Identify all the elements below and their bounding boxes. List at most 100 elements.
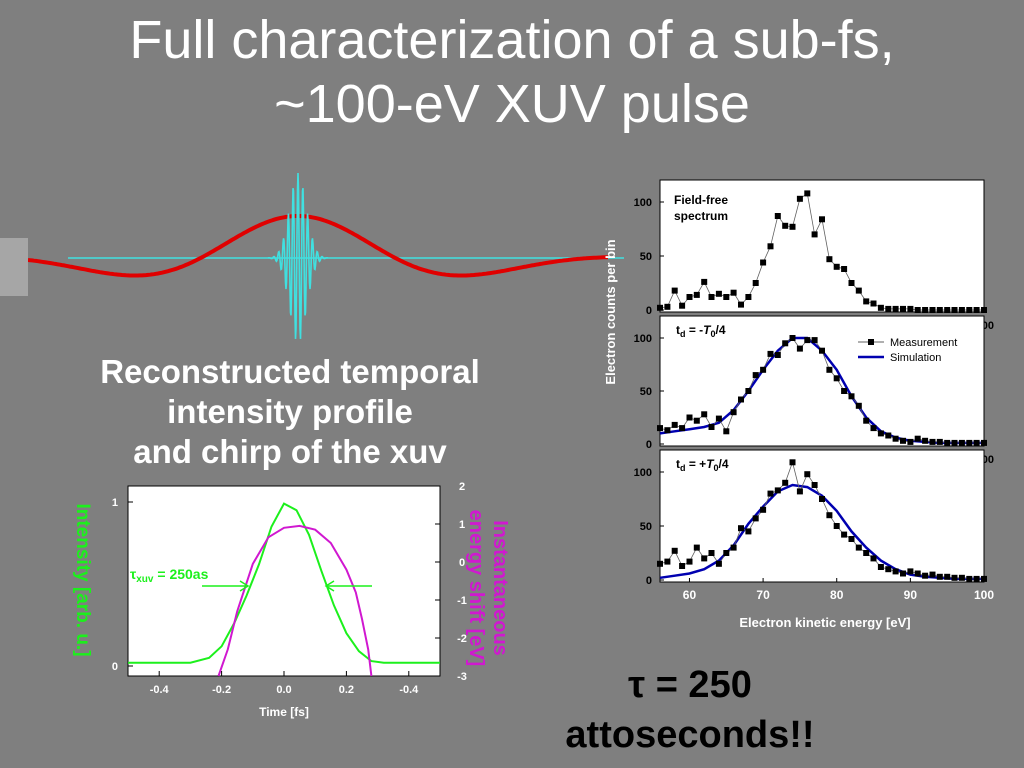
measurement-point: [730, 544, 737, 551]
measurement-point: [796, 488, 803, 495]
time-tick-label: 0.2: [339, 684, 354, 696]
measurement-point: [671, 421, 678, 428]
energy-tick-label: 80: [830, 588, 844, 602]
measurement-point: [892, 305, 899, 312]
counts-tick-label: 100: [634, 197, 652, 209]
counts-tick-label: 50: [640, 251, 652, 263]
clipped-tick-label: 00: [982, 454, 994, 466]
energy-tick-label: 60: [683, 588, 697, 602]
measurement-point: [892, 568, 899, 575]
measurement-point: [767, 350, 774, 357]
measurement-point: [745, 294, 752, 300]
measurement-point: [804, 471, 811, 478]
intensity-tick-label: 1: [112, 497, 118, 509]
measurement-point: [877, 304, 884, 311]
clipped-tick-label: 00: [982, 320, 994, 332]
measurement-point: [657, 560, 663, 567]
shift-tick-label: 0: [459, 557, 465, 569]
measurement-point: [708, 294, 715, 300]
counts-tick-label: 100: [634, 467, 652, 479]
legend-measurement-label: Measurement: [890, 337, 957, 349]
measurement-point: [826, 512, 833, 519]
measurement-point: [848, 393, 855, 400]
measurement-point: [826, 366, 833, 373]
measurement-point: [841, 531, 848, 538]
measurement-point: [981, 439, 987, 446]
measurement-point: [885, 305, 892, 312]
measurement-point: [973, 439, 980, 446]
measurement-point: [863, 550, 870, 556]
measurement-point: [723, 428, 730, 435]
measurement-point: [958, 439, 965, 446]
measurement-point: [760, 259, 767, 266]
measurement-point: [944, 573, 951, 580]
legend-simulation-label: Simulation: [890, 352, 941, 364]
measurement-point: [811, 482, 818, 488]
left-axis-label: Intensity [arb. u.]: [72, 503, 93, 656]
measurement-point: [929, 571, 936, 578]
energy-shift-curve: [217, 524, 373, 677]
measurement-point: [657, 304, 663, 311]
shift-tick-label: -3: [457, 671, 467, 683]
measurement-point: [745, 528, 752, 535]
time-tick-label: -0.4: [150, 684, 170, 696]
measurement-point: [693, 291, 700, 298]
measurement-point: [863, 417, 870, 424]
measurement-point: [715, 560, 722, 567]
measurement-point: [958, 307, 965, 313]
measurement-point: [936, 573, 943, 580]
measurement-point: [738, 396, 744, 403]
measurement-point: [870, 555, 877, 562]
measurement-point: [738, 301, 744, 308]
measurement-point: [885, 432, 892, 439]
measurement-point: [973, 307, 980, 313]
counts-tick-label: 100: [634, 333, 652, 345]
energy-tick-label: 100: [974, 588, 994, 602]
measurement-point: [922, 437, 929, 444]
measurement-point: [664, 427, 671, 434]
measurement-point: [833, 375, 840, 382]
spectra-chart: 0 50 100 00 Field-free spectrum 0 50 100 00 td = -…: [603, 179, 994, 630]
measurement-point: [855, 287, 862, 294]
measurement-point: [907, 568, 914, 575]
measurement-point: [966, 307, 973, 313]
panel-label-delay: td = -T0/4: [676, 323, 726, 339]
caption-line-2: intensity profile: [167, 393, 413, 430]
shift-tick-label: 2: [459, 481, 465, 493]
measurement-point: [922, 572, 929, 579]
spectrum-panel: [659, 179, 985, 313]
intensity-tick-label: 0: [112, 661, 118, 673]
panel-label-spectrum: spectrum: [674, 209, 728, 223]
measurement-point: [855, 544, 862, 551]
measurement-point: [936, 307, 943, 313]
measurement-point: [782, 222, 789, 229]
measurement-point: [811, 231, 818, 238]
tau-value: = 250: [655, 664, 752, 706]
measurement-point: [848, 536, 855, 542]
reconstructed-caption: Reconstructed temporal intensity profile…: [40, 352, 540, 472]
measurement-point: [841, 388, 848, 394]
measurement-point: [870, 300, 877, 307]
measurement-point: [789, 335, 796, 341]
measurement-point: [730, 289, 737, 296]
measurement-point: [819, 496, 825, 502]
measurement-point: [752, 372, 759, 379]
measurement-point: [914, 570, 921, 577]
measurement-point: [730, 409, 737, 416]
measurement-point: [914, 435, 921, 442]
energy-tick-label: 70: [756, 588, 770, 602]
measurement-point: [922, 307, 929, 313]
measurement-point: [841, 266, 848, 272]
counts-tick-label: 50: [640, 521, 652, 533]
measurement-point: [951, 574, 958, 581]
measurement-point: [715, 290, 722, 297]
measurement-point: [826, 256, 833, 263]
measurement-point: [877, 564, 884, 570]
measurement-point: [679, 563, 686, 569]
measurement-point: [686, 414, 693, 421]
tau-symbol: τ: [628, 664, 646, 706]
result-text: τ = 250 attoseconds!!: [540, 660, 840, 760]
measurement-point: [767, 243, 774, 250]
measurement-point: [929, 307, 936, 313]
measurement-point: [944, 307, 951, 313]
